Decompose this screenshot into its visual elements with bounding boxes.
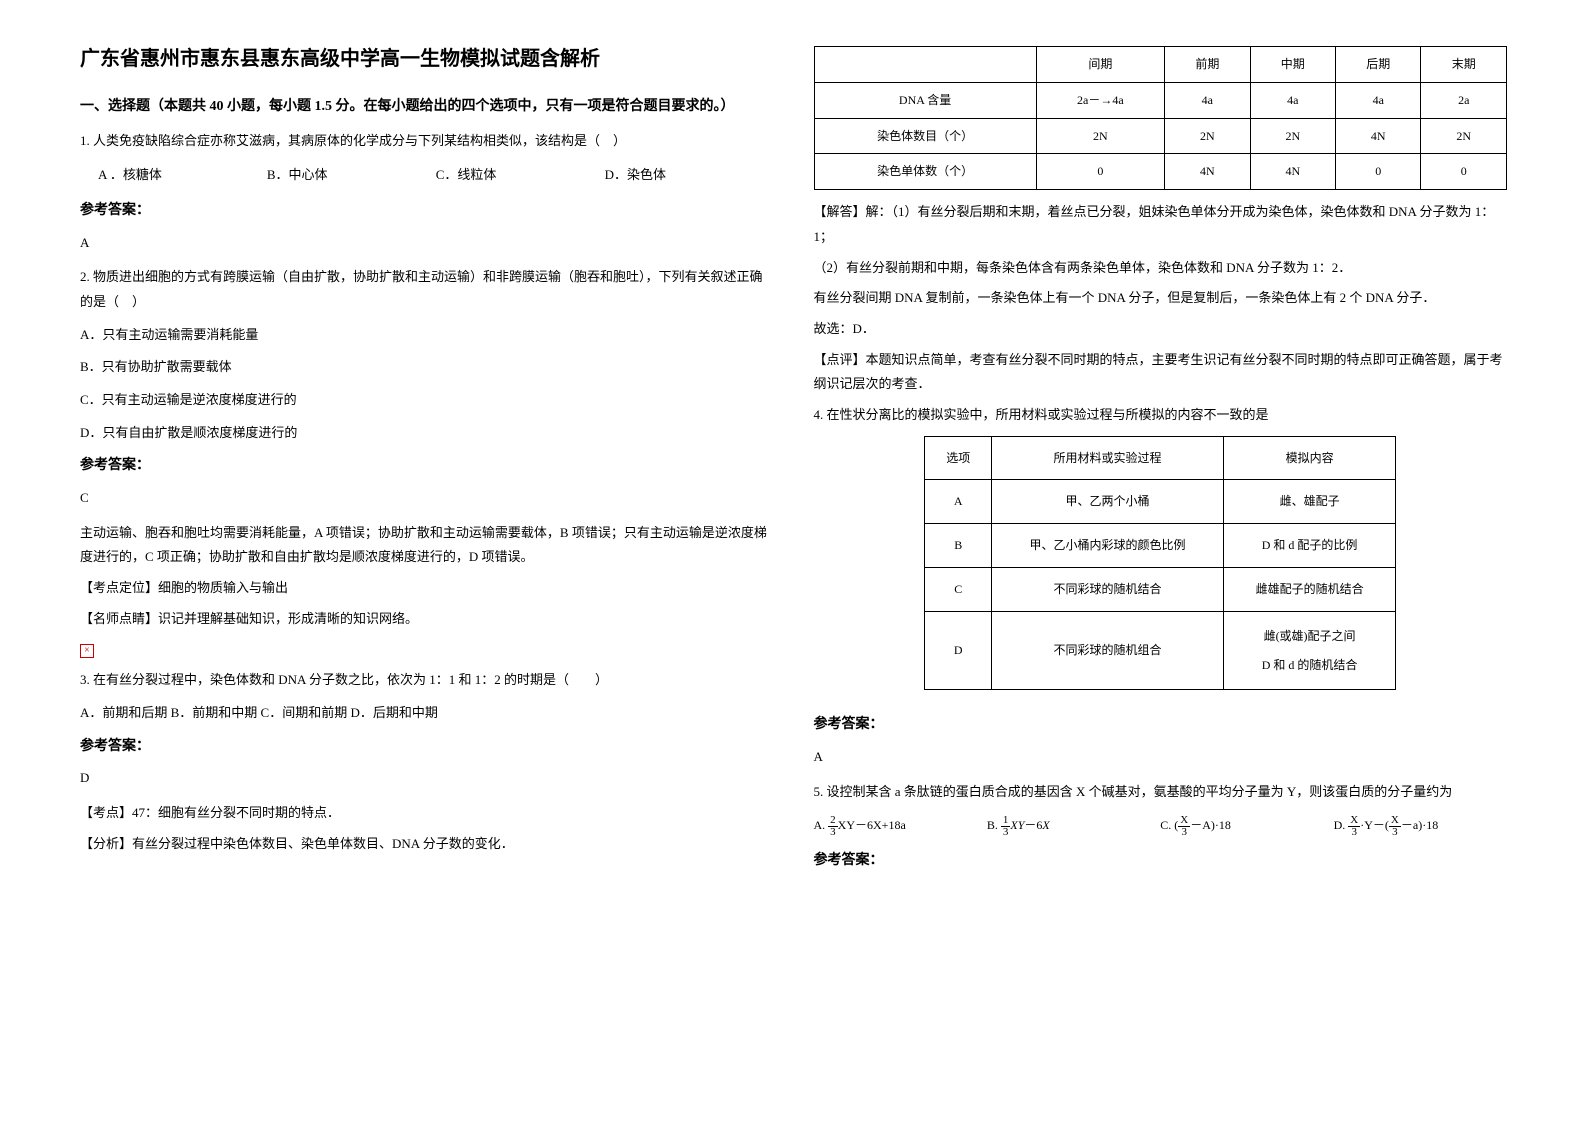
cell: 0 — [1336, 154, 1421, 190]
cell: 2N — [1036, 118, 1164, 154]
q3-ans: D — [80, 766, 774, 791]
q5-opt-b: B. 13XY－6X — [987, 814, 1160, 838]
cell: 末期 — [1421, 47, 1507, 83]
table-row: C 不同彩球的随机结合 雌雄配子的随机结合 — [925, 568, 1396, 612]
cell: 0 — [1421, 154, 1507, 190]
table-row: A 甲、乙两个小桶 雌、雄配子 — [925, 480, 1396, 524]
q4-ans: A — [814, 745, 1508, 770]
cell: D 和 d 配子的比例 — [1224, 524, 1396, 568]
cell: 甲、乙小桶内彩球的颜色比例 — [991, 524, 1223, 568]
cell: 2a — [1421, 82, 1507, 118]
q5-text: 5. 设控制某含 a 条肽链的蛋白质合成的基因含 X 个碱基对，氨基酸的平均分子… — [814, 780, 1508, 805]
q2-expl1: 主动运输、胞吞和胞吐均需要消耗能量，A 项错误；协助扩散和主动运输需要载体，B … — [80, 521, 774, 570]
q2-opt-d: D．只有自由扩散是顺浓度梯度进行的 — [80, 421, 774, 446]
q1-opt-b: B．中心体 — [267, 163, 436, 188]
cell: 4N — [1165, 154, 1250, 190]
cell: A — [925, 480, 992, 524]
q4-table: 选项 所用材料或实验过程 模拟内容 A 甲、乙两个小桶 雌、雄配子 B 甲、乙小… — [924, 436, 1396, 691]
q3-opts: A．前期和后期 B．前期和中期 C．间期和前期 D．后期和中期 — [80, 701, 774, 726]
cell: 染色单体数（个） — [814, 154, 1036, 190]
q3-expl2: 【分析】有丝分裂过程中染色体数目、染色单体数目、DNA 分子数的变化． — [80, 832, 774, 857]
cell: 4a — [1250, 82, 1335, 118]
q2-opt-c: C．只有主动运输是逆浓度梯度进行的 — [80, 388, 774, 413]
q2-expl2: 【考点定位】细胞的物质输入与输出 — [80, 576, 774, 601]
cell: 选项 — [925, 436, 992, 480]
q3r-e5: 【点评】本题知识点简单，考查有丝分裂不同时期的特点，主要考生识记有丝分裂不同时期… — [814, 348, 1508, 397]
cell: 2a－→4a — [1036, 82, 1164, 118]
cell: 不同彩球的随机组合 — [991, 611, 1223, 690]
mitosis-table: 间期 前期 中期 后期 末期 DNA 含量 2a－→4a 4a 4a 4a 2a… — [814, 46, 1508, 190]
cell: 后期 — [1336, 47, 1421, 83]
q5-ans-label: 参考答案： — [814, 848, 1508, 875]
q2-opt-a: A．只有主动运输需要消耗能量 — [80, 323, 774, 348]
cell: 4a — [1336, 82, 1421, 118]
broken-image-icon: × — [80, 644, 94, 658]
q3r-e2: （2）有丝分裂前期和中期，每条染色体含有两条染色单体，染色体数和 DNA 分子数… — [814, 256, 1508, 281]
q2-ans-label: 参考答案： — [80, 453, 774, 480]
cell: DNA 含量 — [814, 82, 1036, 118]
cell: 2N — [1165, 118, 1250, 154]
q1-ans: A — [80, 231, 774, 256]
q2-ans: C — [80, 486, 774, 511]
q3r-e1: 【解答】解：（1）有丝分裂后期和末期，着丝点已分裂，姐妹染色单体分开成为染色体，… — [814, 200, 1508, 249]
cell: 染色体数目（个） — [814, 118, 1036, 154]
q1-opt-a: A ．核糖体 — [98, 163, 267, 188]
q1-options: A ．核糖体 B．中心体 C．线粒体 D．染色体 — [80, 163, 774, 188]
q1-opt-c: C．线粒体 — [436, 163, 605, 188]
cell: 中期 — [1250, 47, 1335, 83]
cell: 雌雄配子的随机结合 — [1224, 568, 1396, 612]
cell: 所用材料或实验过程 — [991, 436, 1223, 480]
q3r-e3: 有丝分裂间期 DNA 复制前，一条染色体上有一个 DNA 分子，但是复制后，一条… — [814, 286, 1508, 311]
q5-opt-c: C. (X3－A)·18 — [1160, 814, 1333, 838]
right-column: 间期 前期 中期 后期 末期 DNA 含量 2a－→4a 4a 4a 4a 2a… — [794, 40, 1528, 1082]
q4-text: 4. 在性状分离比的模拟实验中，所用材料或实验过程与所模拟的内容不一致的是 — [814, 403, 1508, 428]
cell: C — [925, 568, 992, 612]
cell: B — [925, 524, 992, 568]
q2-opt-b: B．只有协助扩散需要载体 — [80, 355, 774, 380]
page-title: 广东省惠州市惠东县惠东高级中学高一生物模拟试题含解析 — [80, 40, 774, 78]
q4-ans-label: 参考答案： — [814, 712, 1508, 739]
cell: 2N — [1250, 118, 1335, 154]
cell: 不同彩球的随机结合 — [991, 568, 1223, 612]
q3-ans-label: 参考答案： — [80, 734, 774, 761]
q5-options: A. 23XY－6X+18a B. 13XY－6X C. (X3－A)·18 D… — [814, 814, 1508, 838]
cell: 模拟内容 — [1224, 436, 1396, 480]
cell: 0 — [1036, 154, 1164, 190]
table-row: B 甲、乙小桶内彩球的颜色比例 D 和 d 配子的比例 — [925, 524, 1396, 568]
q1-text: 1. 人类免疫缺陷综合症亦称艾滋病，其病原体的化学成分与下列某结构相类似，该结构… — [80, 129, 774, 154]
cell: 4N — [1250, 154, 1335, 190]
q2-text: 2. 物质进出细胞的方式有跨膜运输（自由扩散，协助扩散和主动运输）和非跨膜运输（… — [80, 265, 774, 314]
table-row: 染色体数目（个） 2N 2N 2N 4N 2N — [814, 118, 1507, 154]
section-header: 一、选择题（本题共 40 小题，每小题 1.5 分。在每小题给出的四个选项中，只… — [80, 94, 774, 121]
table-row: 间期 前期 中期 后期 末期 — [814, 47, 1507, 83]
table-row: D 不同彩球的随机组合 雌(或雄)配子之间 D 和 d 的随机结合 — [925, 611, 1396, 690]
q5-opt-a: A. 23XY－6X+18a — [814, 814, 987, 838]
q1-opt-d: D．染色体 — [605, 163, 774, 188]
q2-expl3: 【名师点睛】识记并理解基础知识，形成清晰的知识网络。 — [80, 607, 774, 632]
cell: 雌(或雄)配子之间 D 和 d 的随机结合 — [1224, 611, 1396, 690]
cell: D — [925, 611, 992, 690]
cell — [814, 47, 1036, 83]
cell: 4N — [1336, 118, 1421, 154]
table-row: DNA 含量 2a－→4a 4a 4a 4a 2a — [814, 82, 1507, 118]
cell: 甲、乙两个小桶 — [991, 480, 1223, 524]
cell: 雌、雄配子 — [1224, 480, 1396, 524]
cell: 4a — [1165, 82, 1250, 118]
q3-expl1: 【考点】47：细胞有丝分裂不同时期的特点． — [80, 801, 774, 826]
cell: 2N — [1421, 118, 1507, 154]
q3-text: 3. 在有丝分裂过程中，染色体数和 DNA 分子数之比，依次为 1：1 和 1：… — [80, 668, 774, 693]
q3r-e4: 故选：D． — [814, 317, 1508, 342]
q5-opt-d: D. X3·Y－(X3－a)·18 — [1334, 814, 1507, 838]
table-row: 选项 所用材料或实验过程 模拟内容 — [925, 436, 1396, 480]
cell: 前期 — [1165, 47, 1250, 83]
table-row: 染色单体数（个） 0 4N 4N 0 0 — [814, 154, 1507, 190]
left-column: 广东省惠州市惠东县惠东高级中学高一生物模拟试题含解析 一、选择题（本题共 40 … — [60, 40, 794, 1082]
cell: 间期 — [1036, 47, 1164, 83]
q1-ans-label: 参考答案： — [80, 198, 774, 225]
